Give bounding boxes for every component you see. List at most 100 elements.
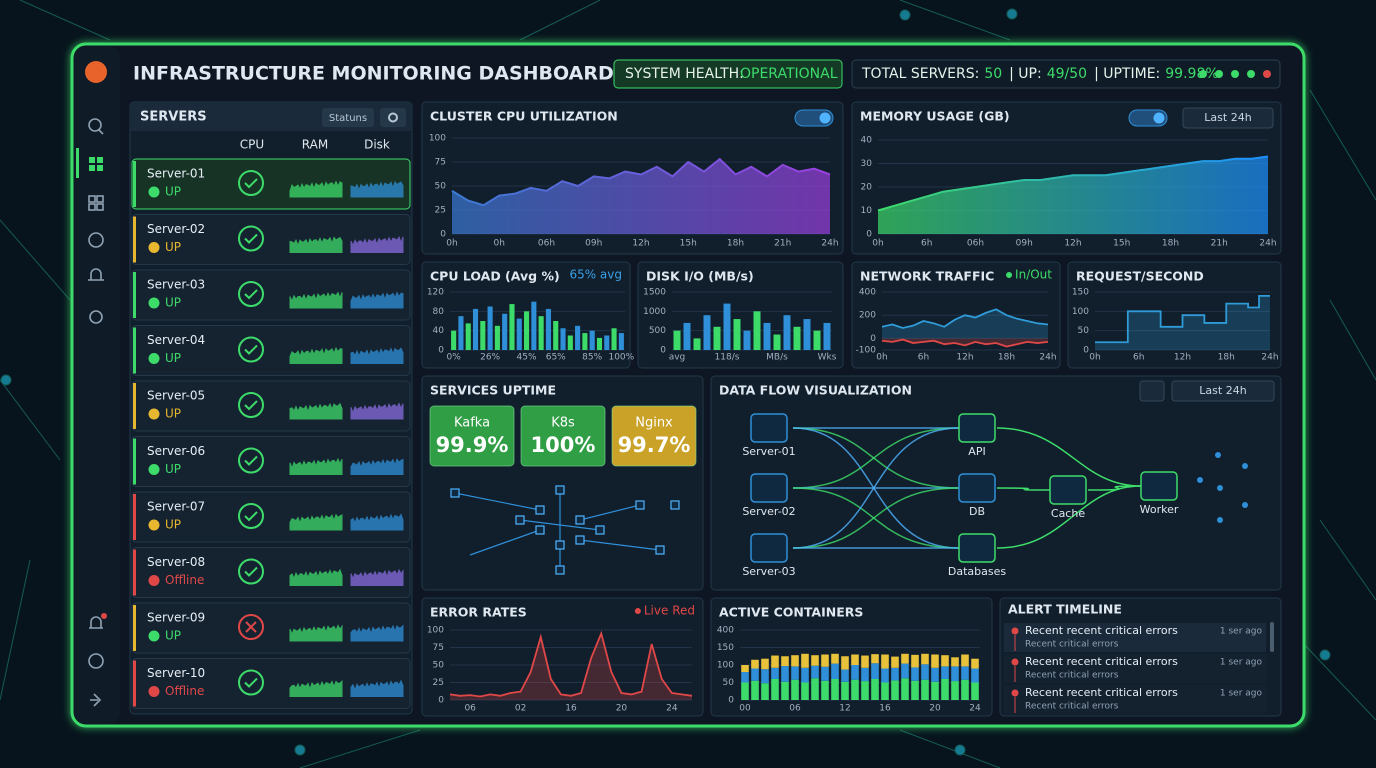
flow-link bbox=[996, 485, 1142, 549]
bar-segment bbox=[941, 666, 949, 679]
check-mark bbox=[244, 344, 258, 355]
y-tick-label: 25 bbox=[433, 678, 444, 688]
settings-icon bbox=[388, 112, 398, 123]
node bbox=[575, 535, 585, 545]
flow-node-label: Worker bbox=[1140, 503, 1179, 516]
bar-segment bbox=[781, 681, 789, 700]
range-label: Last 24h bbox=[1199, 384, 1246, 397]
bar-segment bbox=[831, 679, 839, 700]
line bbox=[877, 155, 1269, 212]
bar-segment bbox=[771, 679, 779, 700]
server-status: Offline bbox=[165, 684, 204, 698]
stat-label: TOTAL SERVERS: bbox=[861, 66, 979, 82]
bar bbox=[793, 326, 801, 350]
bar bbox=[560, 328, 566, 350]
legend-dot bbox=[634, 608, 641, 614]
service-name: Kafka bbox=[454, 416, 490, 431]
x-tick-label: 12h bbox=[956, 353, 973, 363]
node bbox=[575, 515, 585, 525]
bar bbox=[683, 322, 691, 350]
bar-segment bbox=[801, 682, 809, 700]
bar bbox=[465, 323, 471, 350]
flow-node-label: Server-03 bbox=[742, 565, 795, 578]
flow-node bbox=[1140, 471, 1178, 501]
bar-segment bbox=[921, 653, 929, 665]
panel bbox=[421, 597, 704, 717]
status-icon bbox=[148, 186, 160, 198]
y-tick-label: 30 bbox=[861, 159, 873, 169]
server-status: UP bbox=[165, 240, 181, 254]
server-status: UP bbox=[165, 462, 181, 476]
server-status: UP bbox=[165, 407, 181, 421]
x-tick-label: 24h bbox=[821, 239, 838, 249]
stat-value: 49/50 bbox=[1047, 66, 1087, 82]
bar bbox=[733, 319, 741, 350]
stat-label: | UP: bbox=[1009, 66, 1042, 82]
settings-button[interactable] bbox=[380, 108, 406, 127]
status-dots bbox=[1199, 70, 1271, 78]
service-card bbox=[611, 405, 697, 467]
server-status: Offline bbox=[165, 573, 204, 587]
bar bbox=[604, 335, 610, 350]
x-tick-label: 6h bbox=[918, 353, 929, 363]
bar bbox=[553, 321, 559, 350]
x-tick-label: 06 bbox=[789, 704, 801, 714]
sparkline bbox=[289, 457, 343, 475]
stat-label: | UPTIME: bbox=[1094, 66, 1160, 82]
x-tick-label: 20 bbox=[929, 704, 941, 714]
view-button[interactable] bbox=[1139, 380, 1165, 402]
sparkline bbox=[350, 513, 404, 531]
x-tick-label: 12h bbox=[1064, 239, 1081, 249]
x-tick-label: 06h bbox=[967, 239, 984, 249]
bar bbox=[524, 311, 530, 350]
status-stripe bbox=[133, 272, 136, 318]
alert-dot bbox=[1011, 658, 1019, 666]
server-status: UP bbox=[165, 518, 181, 532]
status-icon bbox=[148, 408, 160, 420]
x-tick-label: 12 bbox=[839, 704, 850, 714]
x-tick-label: 0h bbox=[876, 353, 887, 363]
panel-title: ALERT TIMELINE bbox=[1008, 602, 1122, 617]
check-ring bbox=[238, 614, 264, 640]
y-tick-label: 0 bbox=[728, 696, 734, 706]
x-tick-label: 24 bbox=[666, 704, 678, 714]
check-mark bbox=[244, 566, 258, 577]
bar-segment bbox=[911, 680, 919, 700]
range-select[interactable] bbox=[1171, 380, 1275, 402]
legend-label: Live Red bbox=[644, 604, 695, 618]
server-name: Server-03 bbox=[147, 278, 205, 292]
flow-link bbox=[1087, 485, 1142, 491]
flow-node bbox=[958, 413, 996, 443]
x-tick-label: 24h bbox=[1039, 353, 1056, 363]
bar bbox=[723, 303, 731, 350]
bar-segment bbox=[821, 666, 829, 681]
status-stripe bbox=[133, 438, 136, 485]
node bbox=[655, 545, 665, 555]
check-ring bbox=[238, 669, 264, 696]
legend-dot bbox=[1006, 272, 1013, 278]
bar-segment bbox=[881, 682, 889, 700]
bar-segment bbox=[791, 666, 799, 680]
y-tick-label: 50 bbox=[723, 678, 735, 688]
bar bbox=[693, 338, 701, 350]
flow-node bbox=[750, 473, 788, 503]
bar-segment bbox=[941, 679, 949, 700]
bar bbox=[618, 333, 624, 350]
bar bbox=[516, 318, 522, 350]
y-tick-label: 75 bbox=[435, 158, 446, 168]
y-tick-label: 0 bbox=[1083, 346, 1089, 356]
bar-segment bbox=[791, 679, 799, 700]
bar-segment bbox=[871, 663, 879, 679]
stat-value: 99.98% bbox=[1165, 66, 1218, 82]
bar-segment bbox=[951, 657, 959, 667]
range-select[interactable] bbox=[1182, 107, 1274, 129]
button[interactable] bbox=[322, 108, 374, 127]
bar-segment bbox=[961, 654, 969, 667]
x-tick-label: 45% bbox=[517, 353, 537, 363]
bar-segment bbox=[901, 653, 909, 664]
sparkline bbox=[350, 291, 404, 309]
bar bbox=[803, 319, 811, 350]
x-tick-label: 85% bbox=[582, 353, 602, 363]
flow-link bbox=[996, 487, 1051, 491]
